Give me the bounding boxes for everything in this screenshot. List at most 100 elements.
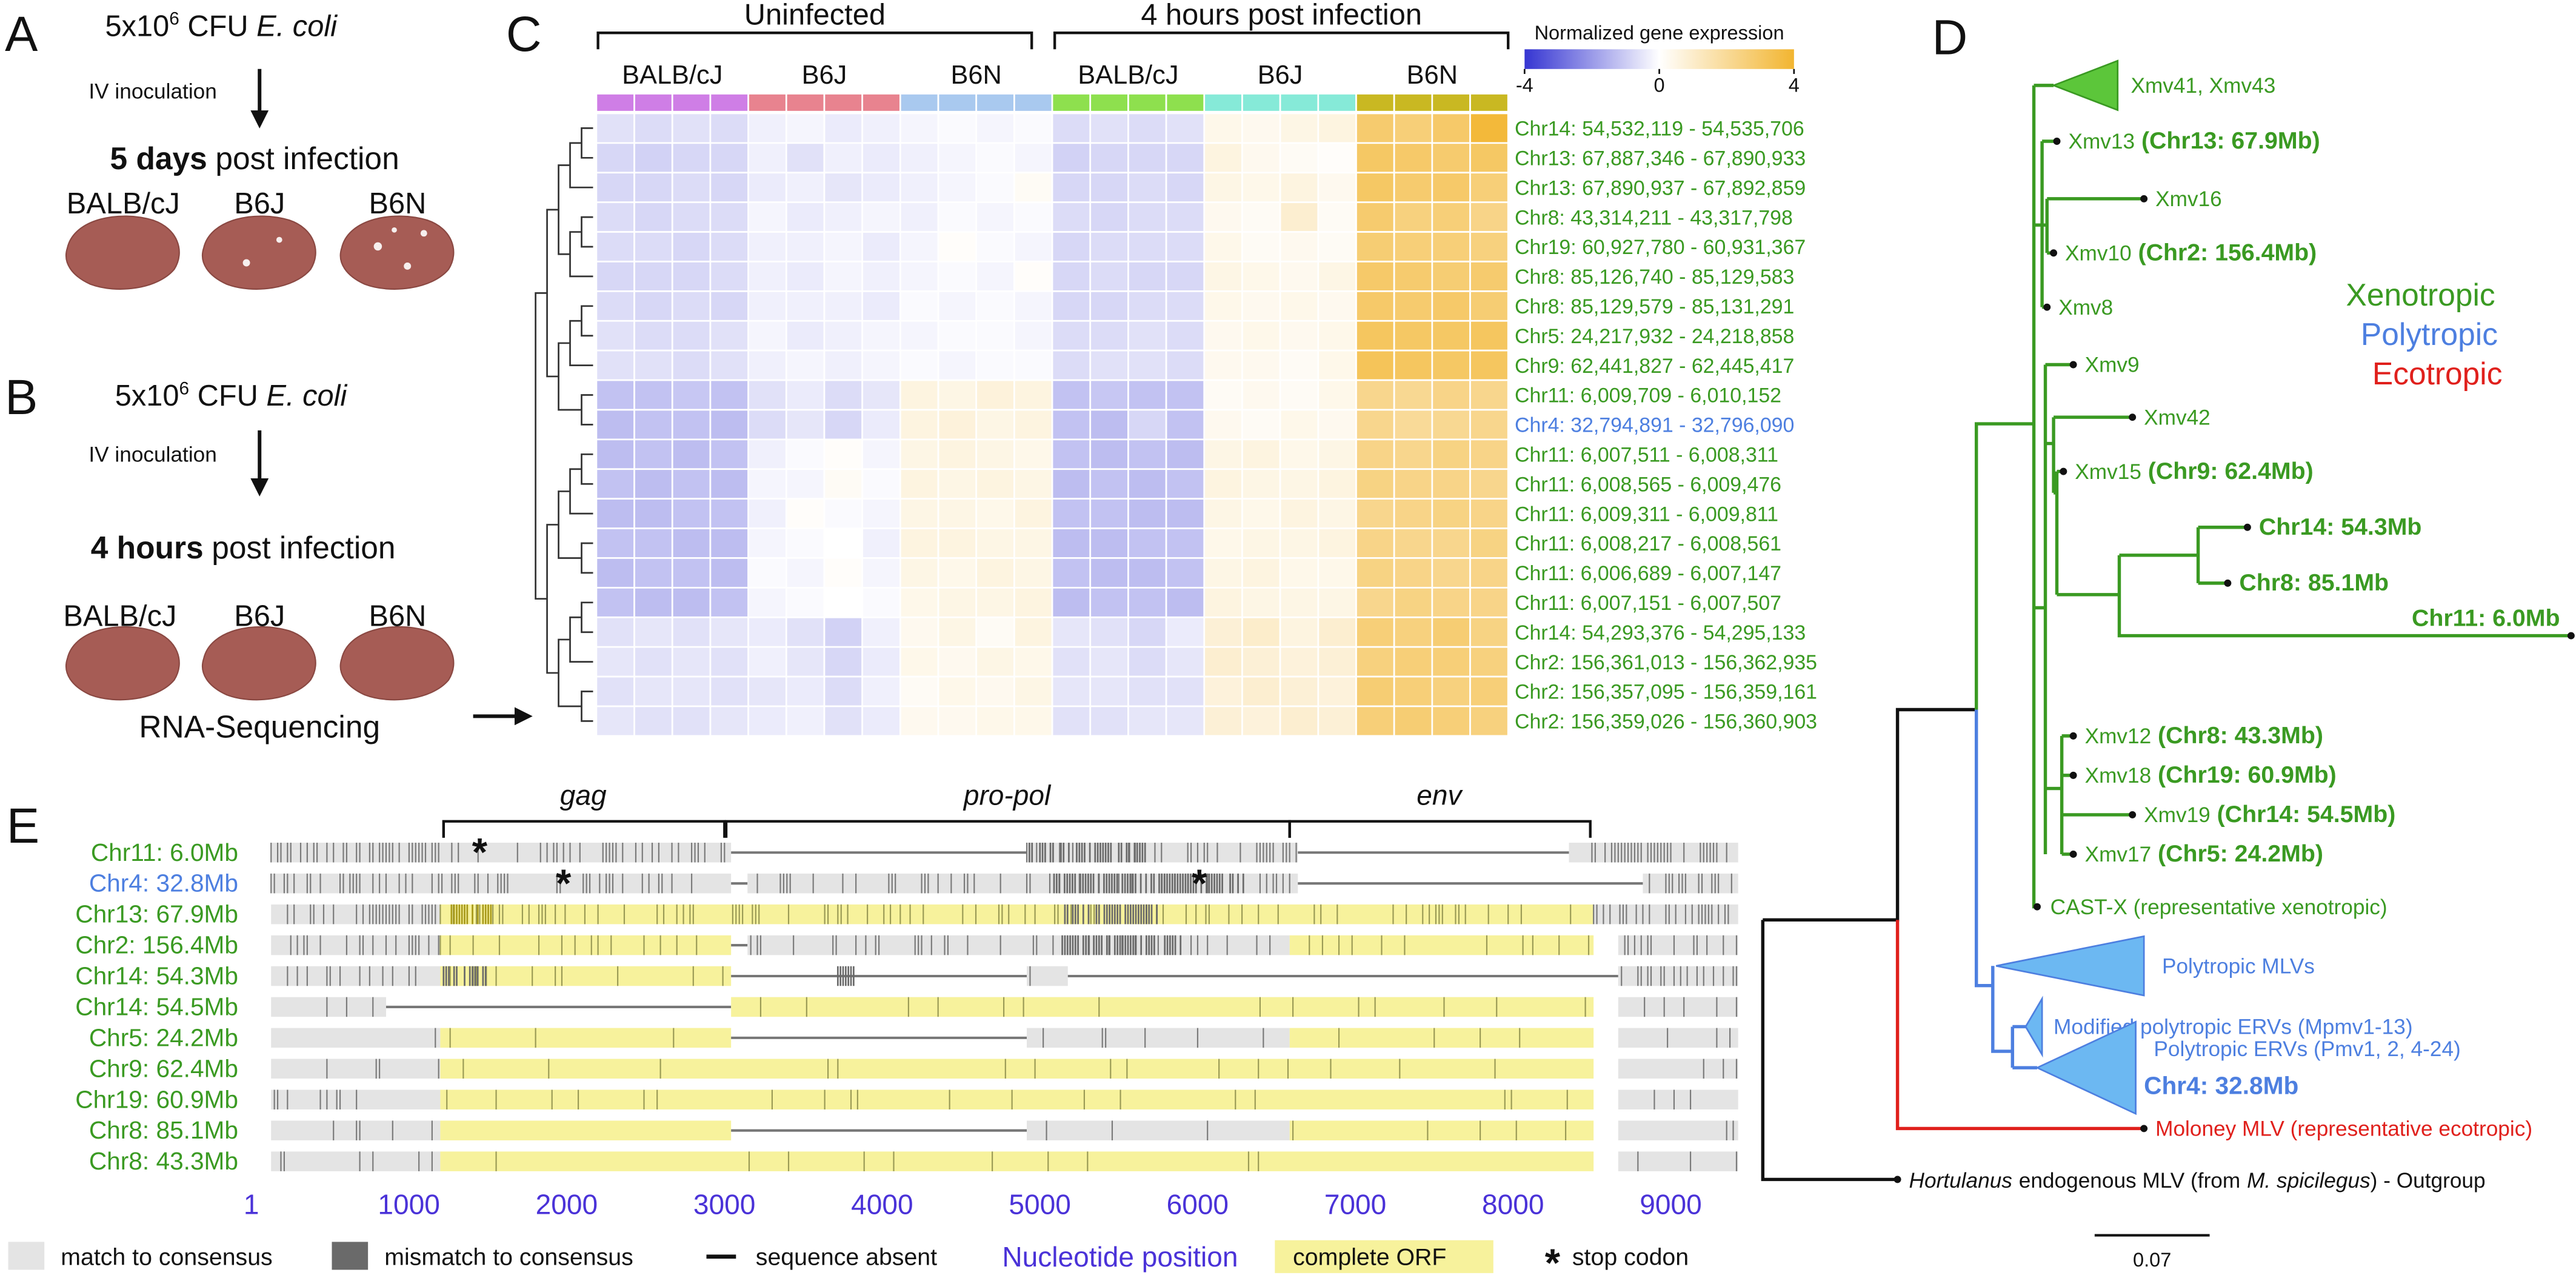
arrows <box>250 69 533 726</box>
heatmap-cell <box>823 349 864 381</box>
heatmap-cell <box>633 527 673 559</box>
heatmap-cell <box>899 112 939 144</box>
heatmap-cell <box>1469 705 1509 737</box>
heatmap-cell <box>747 112 787 144</box>
orf-segment <box>440 1089 1594 1110</box>
heatmap-cell <box>709 468 749 500</box>
track-label: Chr13: 67.9Mb <box>75 900 238 928</box>
strain-label: B6N <box>951 61 1002 90</box>
leaf-label-bold: Chr4: 32.8Mb <box>2144 1072 2298 1100</box>
heatmap-cell <box>1469 557 1509 589</box>
group-strip <box>1013 93 1053 113</box>
heatmap-cell <box>1393 675 1433 708</box>
heatmap-cell <box>975 349 1015 381</box>
leaf-label: Chr8: 85.1Mb <box>2239 569 2389 596</box>
heatmap-cell <box>709 675 749 708</box>
heatmap-cell <box>1165 349 1206 381</box>
heatmap-cell <box>1089 379 1129 411</box>
heatmap-cell <box>595 616 635 648</box>
text-part: Polytropic MLVs <box>2162 954 2315 978</box>
heatmap-cell <box>1279 261 1320 292</box>
strain-label: B6J <box>234 600 285 632</box>
match-segment <box>1569 842 1738 863</box>
heatmap-cell <box>1165 646 1206 678</box>
bracket <box>1288 820 1592 838</box>
strain-label: BALB/cJ <box>67 187 180 220</box>
strain-label: BALB/cJ <box>622 61 722 90</box>
heatmap-cell <box>785 527 826 559</box>
heatmap-cell <box>899 231 939 263</box>
row-label: Chr11: 6,006,689 - 6,007,147 <box>1515 562 1781 585</box>
group-strip <box>1431 93 1471 113</box>
heatmap-cell <box>671 587 712 618</box>
heatmap-cell <box>937 409 978 441</box>
leaf-label: Xmv13 (Chr13: 67.9Mb) <box>2068 127 2320 154</box>
heatmap-cell <box>633 142 673 174</box>
heatmap-cell <box>1051 675 1092 708</box>
heatmap-cell <box>1127 349 1167 381</box>
heatmap-cell <box>1013 527 1053 559</box>
clade-triangle <box>2035 1020 2137 1116</box>
heatmap-cell <box>1279 705 1320 737</box>
heatmap-cell <box>671 379 712 411</box>
match-segment <box>1618 935 1738 955</box>
heatmap-cell <box>1203 112 1243 144</box>
text-part: Xmv10 <box>2065 241 2132 265</box>
leaf-dot <box>2050 249 2058 257</box>
row-label: Chr11: 6,008,565 - 6,009,476 <box>1515 473 1781 496</box>
heatmap-cell <box>861 142 901 174</box>
heatmap-cell <box>785 646 826 678</box>
dendrogram-branch <box>535 292 547 600</box>
heatmap-cell <box>1241 112 1281 144</box>
heatmap-cell <box>1241 646 1281 678</box>
heatmap-cell <box>1317 319 1357 352</box>
bracket <box>442 820 726 838</box>
leaf-label: Xmv42 <box>2144 406 2211 429</box>
heatmap-cell <box>975 409 1015 441</box>
strain-label: B6J <box>234 187 285 220</box>
heatmap-cell <box>861 261 901 292</box>
heatmap-cell <box>671 319 712 352</box>
heatmap-cell <box>1089 112 1129 144</box>
group-strip <box>937 93 978 113</box>
heatmap-cell <box>747 498 787 529</box>
heatmap-cell <box>1355 527 1395 559</box>
heatmap-cell <box>823 616 864 648</box>
heatmap-cell <box>1279 379 1320 411</box>
heatmap-cell <box>975 231 1015 263</box>
heatmap-cell <box>899 438 939 470</box>
heatmap-cell <box>709 616 749 648</box>
text-part: Chr14: 54.3Mb <box>2259 514 2422 540</box>
text-part: Xmv42 <box>2144 406 2211 429</box>
heatmap-cell <box>1317 527 1357 559</box>
heatmap-cell <box>785 675 826 708</box>
heatmap-cell <box>1241 498 1281 529</box>
heatmap-cell <box>823 675 864 708</box>
heatmap-cell <box>1355 616 1395 648</box>
x-tick-label: 2000 <box>536 1188 598 1220</box>
heatmap-cell <box>1431 498 1471 529</box>
heatmap-cell <box>975 498 1015 529</box>
heatmap-cell <box>1355 468 1395 500</box>
legend-entry: Polytropic <box>2361 316 2498 352</box>
x-tick-label: 5000 <box>1009 1188 1070 1220</box>
heatmap-cell <box>861 498 901 529</box>
heatmap-cell <box>975 112 1015 144</box>
heatmap-cell <box>899 587 939 618</box>
heatmap-cell <box>823 468 864 500</box>
heatmap-cell <box>899 527 939 559</box>
heatmap-cell <box>1051 261 1092 292</box>
heatmap-cell <box>595 172 635 204</box>
heatmap-cell <box>1431 142 1471 174</box>
heatmap-cell <box>1393 587 1433 618</box>
leaf-dot <box>2567 632 2575 640</box>
group-strip <box>671 93 712 113</box>
heatmap-cell <box>823 112 864 144</box>
dendrogram-branch <box>558 164 570 255</box>
liver <box>201 215 316 290</box>
heatmap-cell <box>937 438 978 470</box>
heatmap-cell <box>1469 319 1509 352</box>
text-part: Xmv19 <box>2144 803 2211 827</box>
heatmap-cell <box>899 142 939 174</box>
